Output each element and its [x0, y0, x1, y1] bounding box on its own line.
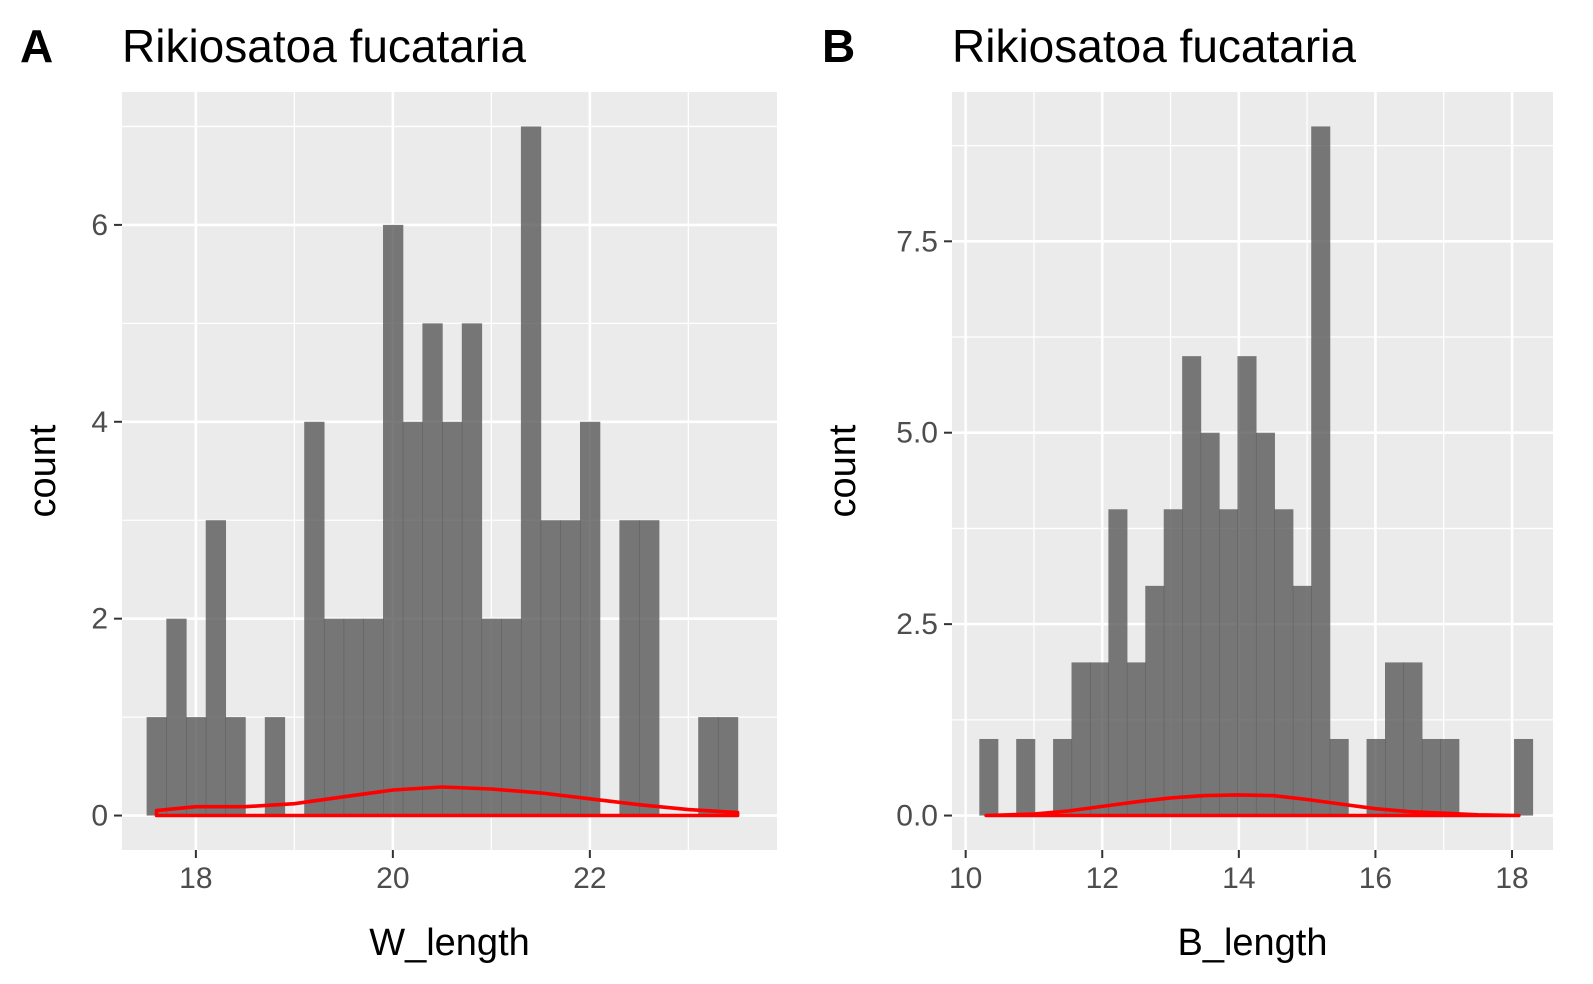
panel-a-histogram-bar	[402, 421, 424, 816]
panel-b-histogram-bar	[1016, 738, 1036, 816]
panel-a-histogram-bar	[225, 717, 246, 816]
panel-a-histogram-bar	[264, 717, 286, 816]
panel-a-histogram-bar	[343, 618, 364, 816]
panel-a-histogram-bar	[520, 126, 542, 816]
panel-b-histogram-bar	[1384, 662, 1405, 816]
panel-a-histogram-bar	[186, 717, 207, 816]
panel-b-y-tick-label: 2.5	[896, 608, 938, 641]
panel-b-histogram-bar	[1311, 126, 1331, 816]
panel-b-axis-ticks: 10 12 14 16 18 0.0 2.5 5.0 7.5	[896, 225, 1528, 895]
panel-b-histogram-bar	[1292, 585, 1312, 816]
panel-a-histogram-bar	[461, 323, 483, 816]
panel-b-x-axis-title: B_length	[1177, 922, 1327, 964]
panel-a-histogram-bar	[481, 618, 502, 816]
panel-b-histogram-bar	[1182, 356, 1202, 816]
panel-a-histogram-bar	[323, 618, 345, 816]
panel-b-x-tick-label: 12	[1086, 862, 1119, 895]
panel-b-histogram-bar	[1514, 738, 1534, 816]
panel-a-title: Rikiosatoa fucataria	[122, 20, 526, 72]
panel-a-histogram-bar	[383, 224, 404, 816]
panel-a-histogram-bar	[501, 618, 522, 816]
panel-b-title: Rikiosatoa fucataria	[952, 20, 1356, 72]
panel-b-histogram-bar	[1403, 662, 1423, 816]
panel-b-histogram-bar	[1440, 738, 1460, 816]
panel-b-x-tick-label: 14	[1222, 862, 1255, 895]
panel-a-histogram-bar	[146, 717, 167, 816]
panel-a-y-tick-label: 0	[91, 800, 108, 833]
panel-a-density-curve	[154, 785, 740, 818]
panel-b-histogram-bar	[1053, 738, 1073, 816]
panel-a-histogram-bar	[639, 520, 660, 816]
panel-b-histogram-bar	[1108, 509, 1128, 816]
panel-a-y-tick-label: 4	[91, 406, 108, 439]
panel-a: A Rikiosatoa fucataria 18 20 22 0 2 4 6 W_leng…	[20, 20, 777, 964]
panel-a-histogram-bar	[205, 520, 227, 816]
panel-a-histogram-bar	[540, 520, 561, 816]
panel-a-histogram-bar	[304, 421, 325, 816]
panel-b-histogram-bar	[1366, 738, 1386, 816]
panel-b-histogram-bar	[1329, 738, 1349, 816]
panel-a-histogram-bar	[698, 717, 719, 816]
panel-b-histogram-bar	[979, 738, 999, 816]
panel-b-histogram-bar	[1200, 432, 1220, 816]
panel-a-density-line	[154, 785, 740, 818]
panel-b-histogram-bar	[1071, 662, 1091, 816]
panel-b-histogram-bar	[1237, 356, 1257, 816]
panel-a-letter: A	[20, 20, 53, 72]
panel-a-histogram-bar	[442, 421, 463, 816]
panel-a-histogram-bar	[363, 618, 384, 816]
panel-b-x-tick-label: 16	[1359, 862, 1392, 895]
panel-b-histogram-bar	[1145, 585, 1165, 816]
panel-a-axis-ticks: 18 20 22 0 2 4 6	[91, 209, 606, 895]
panel-a-y-tick-label: 2	[91, 603, 108, 636]
panel-a-histogram-bar	[580, 421, 601, 816]
panel-b-x-tick-label: 18	[1495, 862, 1528, 895]
panel-b-histogram-bar	[1274, 509, 1294, 816]
panel-b-histogram-bar	[1421, 738, 1441, 816]
panel-a-y-tick-label: 6	[91, 209, 108, 242]
panel-a-x-tick-label: 20	[376, 862, 409, 895]
panel-b-histogram-bar	[1089, 662, 1109, 816]
panel-b-y-axis-title: count	[822, 424, 864, 517]
panel-b: B Rikiosatoa fucataria 10 12 14 16 18 0.0 2.5 5…	[822, 20, 1553, 964]
panel-b-density-curve	[984, 793, 1521, 818]
panel-b-letter: B	[822, 20, 855, 72]
panel-b-y-tick-label: 7.5	[896, 225, 938, 258]
panel-a-x-axis-title: W_length	[369, 922, 530, 964]
panel-a-x-tick-label: 18	[179, 862, 212, 895]
panel-a-histogram-bar	[166, 618, 187, 816]
panel-b-histogram-bar	[1255, 432, 1275, 816]
panel-b-x-tick-label: 10	[949, 862, 982, 895]
panel-a-histogram-bar	[717, 717, 739, 816]
panel-b-histogram-bar	[1219, 509, 1239, 816]
panel-b-bars	[979, 126, 1534, 816]
panel-a-x-tick-label: 22	[573, 862, 606, 895]
panel-a-bars	[146, 126, 739, 816]
panel-a-histogram-bar	[560, 520, 581, 816]
panel-b-histogram-bar	[1126, 662, 1146, 816]
panel-b-y-tick-label: 5.0	[896, 417, 938, 450]
panel-b-histogram-bar	[1163, 509, 1183, 816]
panel-a-histogram-bar	[422, 323, 443, 816]
panel-a-y-axis-title: count	[22, 424, 64, 517]
panel-a-histogram-bar	[619, 520, 640, 816]
panel-b-density-line	[984, 793, 1521, 818]
panel-b-y-tick-label: 0.0	[896, 800, 938, 833]
